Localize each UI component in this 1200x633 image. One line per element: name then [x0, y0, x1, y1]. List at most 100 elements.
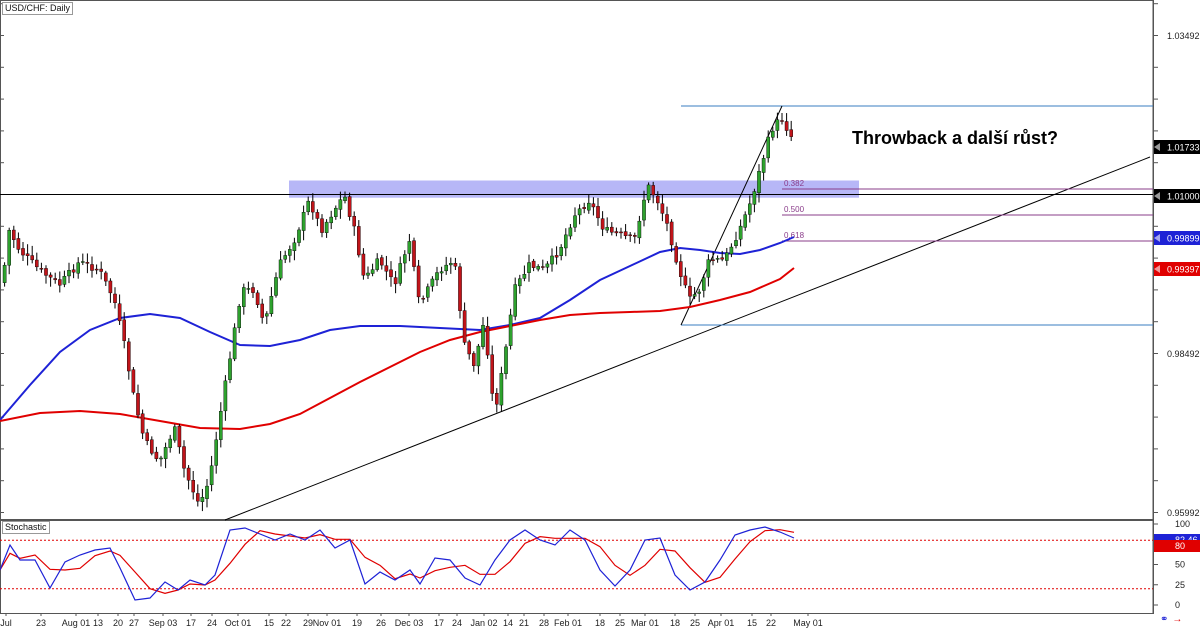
stochastic-tick-label: 100: [1175, 519, 1190, 529]
candle-body: [265, 313, 269, 317]
time-tick-label: 24: [452, 618, 462, 628]
candle-body: [490, 354, 495, 394]
candle-body: [738, 225, 743, 240]
candle-body: [564, 234, 568, 249]
candle-body: [775, 119, 780, 131]
price-tick-label: 0.95992: [1167, 508, 1200, 518]
stochastic-value-tag: [1154, 540, 1200, 552]
candle-body: [407, 241, 412, 254]
candle-body: [444, 264, 449, 272]
candle-body: [338, 199, 343, 210]
candle-body: [140, 413, 145, 434]
candle-body: [472, 353, 476, 366]
candle-body: [683, 275, 688, 286]
candle-body: [504, 346, 508, 374]
candle-body: [274, 277, 278, 296]
time-tick-label: Apr 01: [708, 618, 735, 628]
candle-body: [614, 231, 619, 234]
candle-body: [320, 218, 324, 233]
candle-body: [393, 277, 398, 285]
candle-body: [665, 214, 669, 224]
time-tick-label: 29: [303, 618, 313, 628]
main-pane-frame: [0, 0, 1154, 520]
candle-body: [288, 249, 292, 256]
time-tick-label: Nov 01: [313, 618, 342, 628]
time-tick-label: May 01: [793, 618, 823, 628]
candle-body: [389, 269, 393, 278]
candle-body: [122, 319, 126, 341]
candle-body: [619, 231, 623, 234]
candle-body: [324, 221, 329, 233]
candle-body: [508, 314, 513, 346]
candle-body: [761, 158, 766, 173]
candle-body: [94, 268, 99, 271]
time-tick-label: 24: [207, 618, 217, 628]
candle-body: [596, 206, 600, 219]
time-tick-label: 19: [352, 618, 362, 628]
candle-body: [674, 246, 678, 263]
candle-body: [352, 216, 357, 227]
price-tag: [1154, 189, 1200, 203]
candle-body: [577, 208, 582, 216]
time-tick-label: 15: [264, 618, 274, 628]
candle-body: [80, 261, 85, 263]
price-tag-arrow: [1154, 234, 1160, 242]
candle-body: [656, 195, 660, 204]
candle-body: [343, 196, 347, 201]
candle-body: [334, 207, 338, 217]
candle-body: [126, 341, 131, 372]
candle-body: [725, 252, 729, 261]
candle-body: [214, 439, 219, 466]
candle-body: [21, 248, 25, 256]
candle-body: [646, 184, 651, 201]
time-tick-label: 28: [539, 618, 549, 628]
candle-body: [370, 269, 375, 274]
candle-body: [136, 393, 140, 416]
candle-body: [53, 278, 57, 281]
price-tag-label: 0.99899: [1167, 234, 1200, 244]
candle-body: [439, 271, 444, 274]
candle-body: [209, 465, 214, 486]
candle-body: [278, 259, 283, 279]
time-tick-label: Sep 03: [149, 618, 178, 628]
candle-body: [168, 438, 173, 448]
candle-body: [205, 485, 209, 499]
candle-body: [108, 280, 113, 294]
candle-body: [688, 285, 692, 297]
candle-body: [495, 393, 499, 405]
chart-toolbar-icons[interactable]: ⚭ →: [1160, 614, 1186, 625]
candle-body: [361, 253, 366, 276]
time-tick-label: Oct 01: [225, 618, 252, 628]
price-tag: [1154, 262, 1200, 276]
candle-body: [780, 120, 784, 122]
candle-body: [449, 263, 453, 266]
time-tick-label: 15: [747, 618, 757, 628]
candle-body: [163, 447, 168, 459]
time-tick-label: Dec 03: [395, 618, 424, 628]
candle-body: [306, 200, 311, 213]
candle-body: [416, 265, 421, 298]
candle-body: [757, 171, 761, 194]
candle-body: [269, 296, 274, 315]
candle-body: [789, 129, 793, 137]
candle-body: [186, 467, 191, 481]
candle-body: [766, 136, 770, 159]
candle-body: [485, 325, 490, 356]
candle-body: [582, 207, 586, 209]
candle-body: [550, 255, 554, 265]
candle-body: [11, 229, 16, 240]
candle-body: [67, 270, 71, 277]
candle-body: [692, 294, 697, 297]
price-tag-label: 1.01000: [1167, 192, 1200, 202]
time-tick-label: 14: [503, 618, 513, 628]
candle-body: [679, 261, 683, 277]
link-icon[interactable]: ⚭: [1160, 614, 1169, 625]
candle-body: [76, 262, 80, 274]
candle-body: [232, 327, 237, 360]
arrow-icon[interactable]: →: [1172, 614, 1183, 625]
candle-body: [771, 130, 775, 138]
candle-body: [545, 263, 550, 268]
candle-body: [541, 266, 545, 268]
